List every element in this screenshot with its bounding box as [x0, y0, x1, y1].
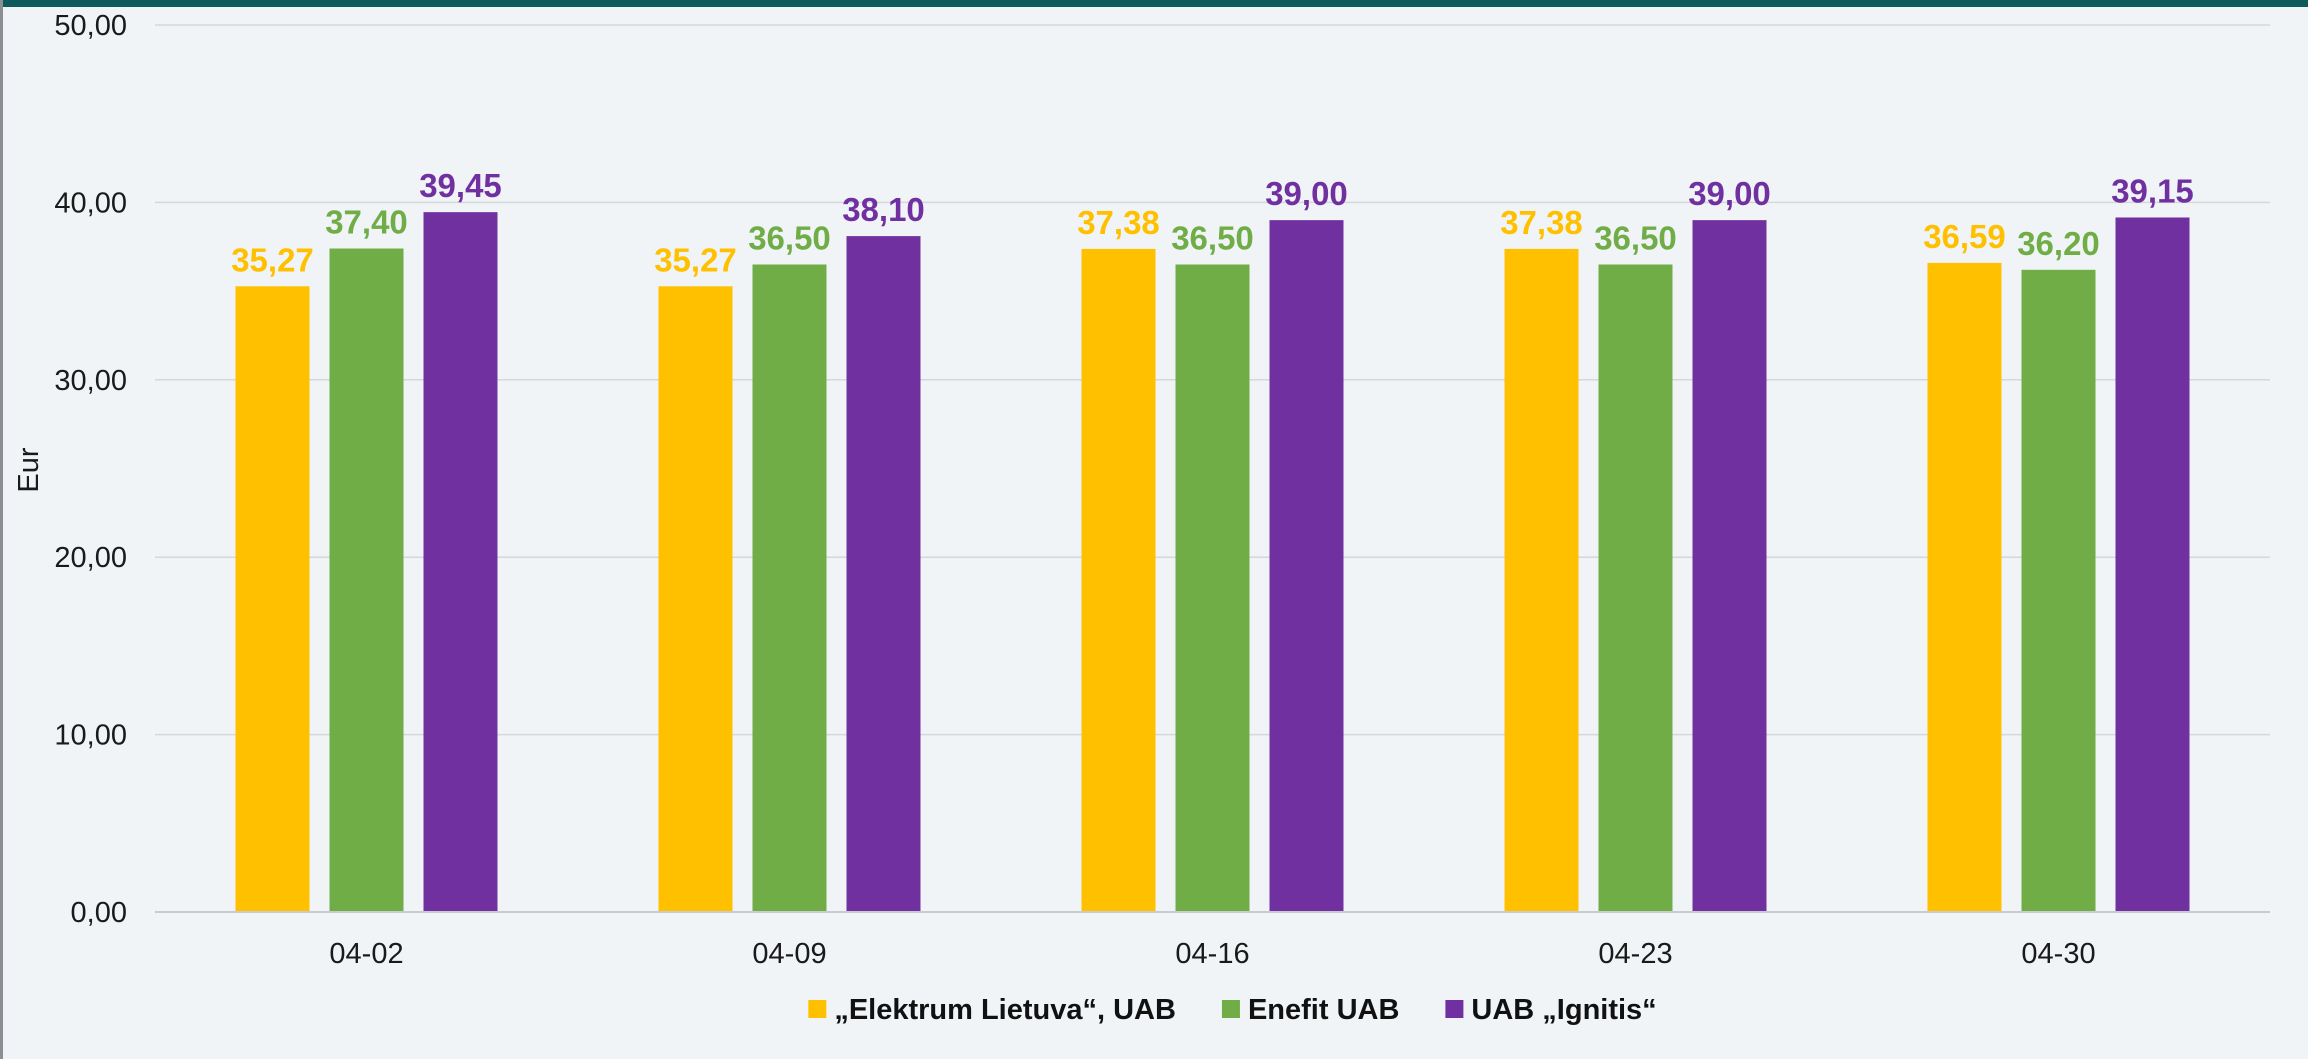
- data-label: 35,27: [654, 241, 737, 278]
- x-tick-label: 04-16: [1175, 938, 1249, 970]
- legend-label: „Elektrum Lietuva“, UAB: [834, 994, 1176, 1026]
- axis-layer: 0,00 10,00 20,00 30,00 40,00 50,00 Eur 04-02 04-…: [13, 10, 2270, 970]
- bar: [1269, 220, 1344, 912]
- x-tick-label: 04-30: [2021, 938, 2095, 970]
- data-label: 36,50: [1594, 219, 1677, 256]
- y-tick-label: 20,00: [54, 542, 127, 574]
- bar: [658, 286, 733, 913]
- left-border: [0, 0, 3, 1059]
- bar: [2021, 269, 2096, 912]
- data-label: 37,38: [1077, 204, 1160, 241]
- data-label: 39,15: [2111, 172, 2194, 209]
- x-tick-label: 04-02: [329, 938, 403, 970]
- data-label: 39,00: [1688, 175, 1771, 212]
- data-label: 36,20: [2017, 225, 2100, 262]
- top-accent-bar: [0, 0, 2308, 7]
- legend-swatch: [1445, 1000, 1464, 1018]
- bar: [846, 236, 921, 912]
- bar: [1927, 262, 2002, 912]
- y-tick-label: 0,00: [71, 897, 127, 929]
- legend-swatch: [1221, 1000, 1240, 1018]
- data-label: 39,00: [1265, 175, 1348, 212]
- data-label: 36,50: [748, 219, 831, 256]
- y-tick-label: 30,00: [54, 365, 127, 397]
- data-labels-layer: 35,27 37,40 39,45 35,27 36,50 38,10 37,38 36,50…: [231, 167, 2194, 278]
- bars-layer: [235, 212, 2190, 913]
- legend-label: UAB „Ignitis“: [1471, 994, 1656, 1026]
- legend: „Elektrum Lietuva“, UAB Enefit UAB UAB „Ig…: [808, 994, 1657, 1026]
- legend-label: Enefit UAB: [1248, 994, 1399, 1026]
- x-tick-label: 04-23: [1598, 938, 1672, 970]
- y-tick-label: 40,00: [54, 187, 127, 219]
- y-axis-label: Eur: [13, 447, 45, 492]
- legend-swatch: [808, 1000, 827, 1018]
- bar: [2115, 217, 2190, 912]
- data-label: 39,45: [419, 167, 502, 204]
- bar: [423, 212, 498, 913]
- bar: [235, 286, 310, 913]
- y-tick-label: 50,00: [54, 10, 127, 42]
- bar: [1598, 264, 1673, 912]
- data-label: 37,38: [1500, 204, 1583, 241]
- bar: [752, 264, 827, 912]
- x-tick-label: 04-09: [752, 938, 826, 970]
- data-label: 37,40: [325, 204, 408, 241]
- y-tick-label: 10,00: [54, 720, 127, 752]
- data-label: 36,50: [1171, 219, 1254, 256]
- data-label: 35,27: [231, 241, 314, 278]
- bar: [1504, 248, 1579, 913]
- bar: [1692, 220, 1767, 912]
- data-label: 38,10: [842, 191, 925, 228]
- bar: [329, 248, 404, 913]
- bar: [1175, 264, 1250, 912]
- bar: [1081, 248, 1156, 913]
- data-label: 36,59: [1923, 218, 2006, 255]
